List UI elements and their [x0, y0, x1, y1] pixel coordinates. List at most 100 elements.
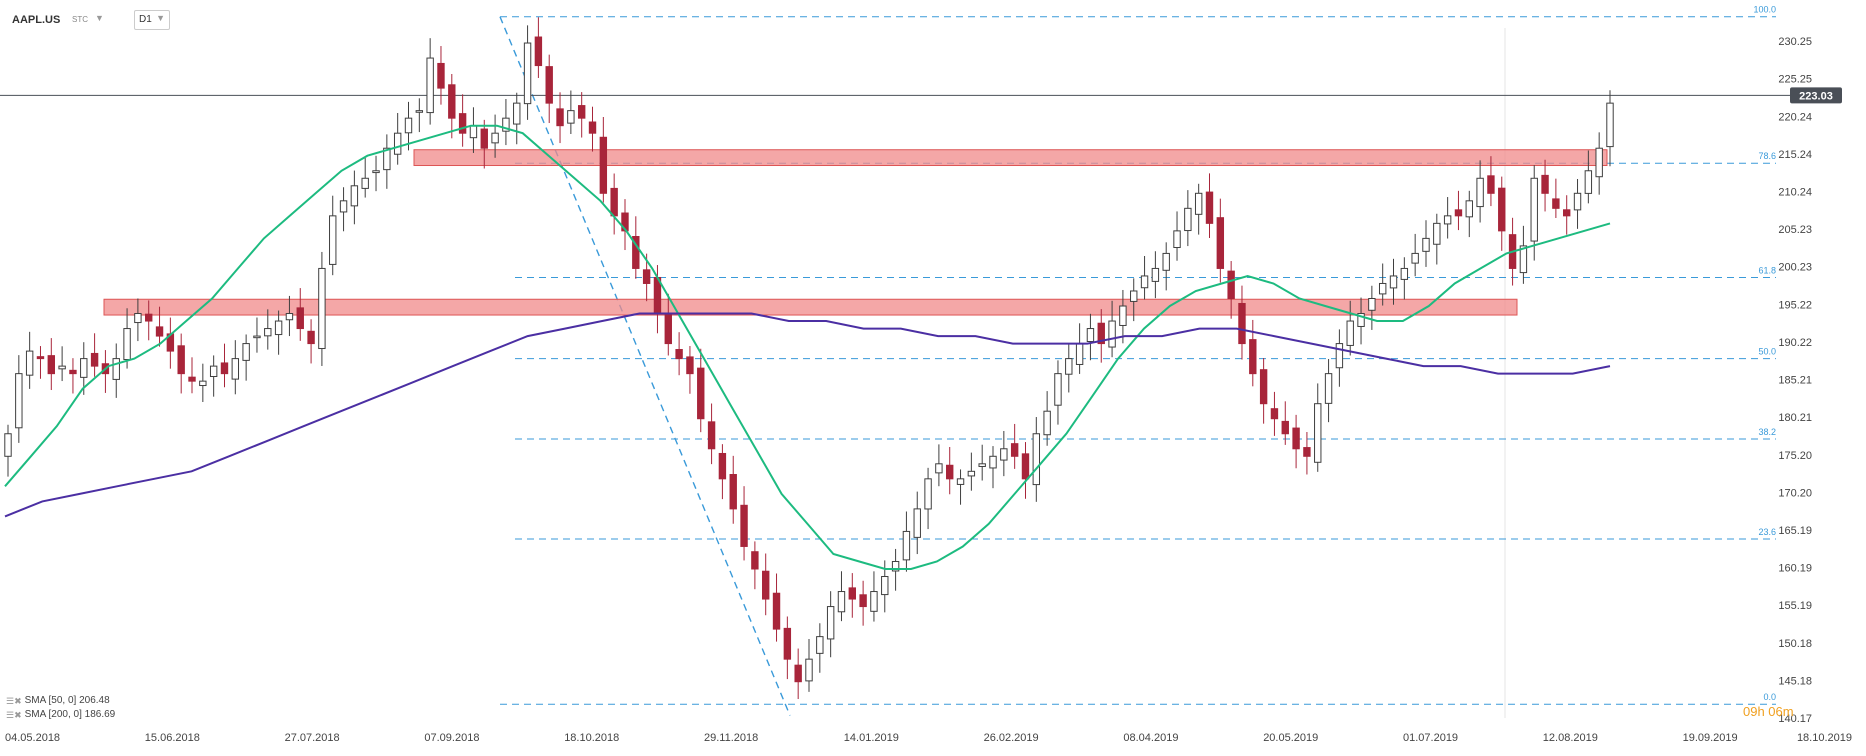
candle-body: [242, 343, 250, 361]
candle-body: [231, 358, 240, 380]
candle-body: [458, 113, 467, 134]
legend-row-sma50[interactable]: ☰✖ SMA [50, 0] 206.48: [6, 694, 115, 708]
candle-body: [69, 369, 77, 375]
candle-body: [145, 313, 153, 322]
candle-body: [718, 452, 727, 480]
candle-body: [816, 636, 824, 654]
fib-trend-line[interactable]: [499, 16, 791, 716]
legend-row-sma200[interactable]: ☰✖ SMA [200, 0] 186.69: [6, 708, 115, 722]
candle-body: [1108, 320, 1116, 348]
y-tick-label: 165.19: [1778, 525, 1812, 537]
candle-body: [534, 36, 543, 67]
x-tick-label: 07.09.2018: [424, 732, 479, 744]
candle-body: [523, 42, 532, 105]
candle-body: [751, 551, 759, 570]
fib-level-label: 61.8: [1758, 265, 1776, 275]
resistance-zone-lower[interactable]: [103, 298, 1518, 316]
candle-body: [1443, 215, 1452, 225]
candle-body: [1205, 191, 1214, 224]
candle-body: [1238, 302, 1246, 345]
candle-body: [956, 478, 965, 485]
candle-body: [448, 84, 456, 119]
candle-body: [1454, 209, 1463, 217]
sma50-line[interactable]: [4, 124, 1611, 570]
candle-body: [318, 267, 326, 350]
candle-body: [1530, 177, 1538, 242]
candle-body: [134, 313, 142, 324]
y-tick-label: 180.21: [1778, 412, 1812, 424]
indicator-settings-icon[interactable]: ☰✖: [6, 696, 22, 706]
candle-body: [567, 110, 575, 124]
fib-level-label: 50.0: [1758, 347, 1776, 357]
candle-body: [859, 594, 867, 608]
y-tick-label: 225.25: [1778, 74, 1812, 86]
candle-body: [1400, 267, 1409, 280]
candle-body: [1476, 177, 1484, 208]
candle-body: [729, 474, 737, 510]
y-tick-label: 220.24: [1778, 111, 1812, 123]
source-label: STC: [72, 15, 88, 24]
candle-body: [762, 570, 770, 600]
x-tick-label: 01.07.2019: [1403, 732, 1458, 744]
interval-select[interactable]: D1 ▼: [134, 10, 170, 30]
candle-body: [47, 355, 55, 375]
candle-body: [1249, 339, 1257, 375]
candle-body: [1422, 237, 1430, 252]
indicator-legend: ☰✖ SMA [50, 0] 206.48 ☰✖ SMA [200, 0] 18…: [6, 694, 115, 722]
candle-body: [1021, 453, 1030, 480]
candle-body: [1519, 245, 1528, 274]
fib-level-label: 38.2: [1758, 427, 1776, 437]
candle-body: [415, 110, 424, 113]
candle-body: [1130, 290, 1138, 302]
chevron-down-icon[interactable]: ▼: [95, 13, 104, 23]
candle-body: [361, 177, 369, 189]
chevron-down-icon: ▼: [156, 13, 165, 23]
x-tick-label: 04.05.2018: [5, 732, 60, 744]
fib-level-label: 0.0: [1763, 692, 1776, 702]
candle-body: [1259, 369, 1268, 405]
candle-body: [350, 185, 359, 207]
candle-body: [329, 215, 337, 265]
candle-body: [848, 587, 856, 600]
y-tick-label: 155.19: [1778, 600, 1812, 612]
candle-body: [967, 470, 976, 477]
candle-body: [274, 320, 283, 336]
candle-body: [1216, 217, 1225, 269]
candle-body: [383, 147, 391, 171]
candle-body: [1303, 447, 1311, 457]
candle-body: [1162, 252, 1170, 271]
candle-body: [686, 356, 694, 375]
candle-body: [372, 170, 380, 174]
price-tag-box: [1790, 87, 1842, 104]
y-tick-label: 210.24: [1778, 187, 1812, 199]
candle-body: [610, 187, 618, 217]
candle-body: [924, 478, 932, 510]
candle-body: [502, 117, 510, 132]
sma200-line[interactable]: [4, 312, 1611, 518]
candle-body: [664, 313, 672, 345]
y-tick-label: 190.22: [1778, 337, 1812, 349]
symbol-label[interactable]: AAPL.US: [12, 14, 61, 26]
candle-body: [1194, 192, 1203, 215]
candle-body: [870, 591, 878, 612]
resistance-zone-upper[interactable]: [413, 149, 1608, 167]
candle-body: [1054, 373, 1062, 406]
candle-body: [1378, 282, 1387, 295]
x-tick-label: 08.04.2019: [1123, 732, 1178, 744]
candle-body: [155, 326, 164, 337]
fib-level-label: 78.6: [1758, 151, 1776, 161]
candle-body: [1075, 343, 1084, 365]
candle-body: [58, 365, 66, 370]
candle-body: [112, 358, 120, 380]
y-tick-label: 170.20: [1778, 487, 1812, 499]
chart-toolbar: AAPL.US STC ▼ D1 ▼: [0, 0, 1866, 36]
candle-body: [1487, 175, 1495, 194]
sma50-legend: SMA [50, 0] 206.48: [24, 695, 110, 706]
candle-body: [1541, 174, 1549, 194]
indicator-settings-icon[interactable]: ☰✖: [6, 710, 22, 720]
candle-body: [1346, 320, 1354, 346]
candle-body: [1595, 147, 1603, 178]
x-tick-label: 18.10.2019: [1797, 732, 1852, 744]
candle-body: [935, 463, 943, 474]
